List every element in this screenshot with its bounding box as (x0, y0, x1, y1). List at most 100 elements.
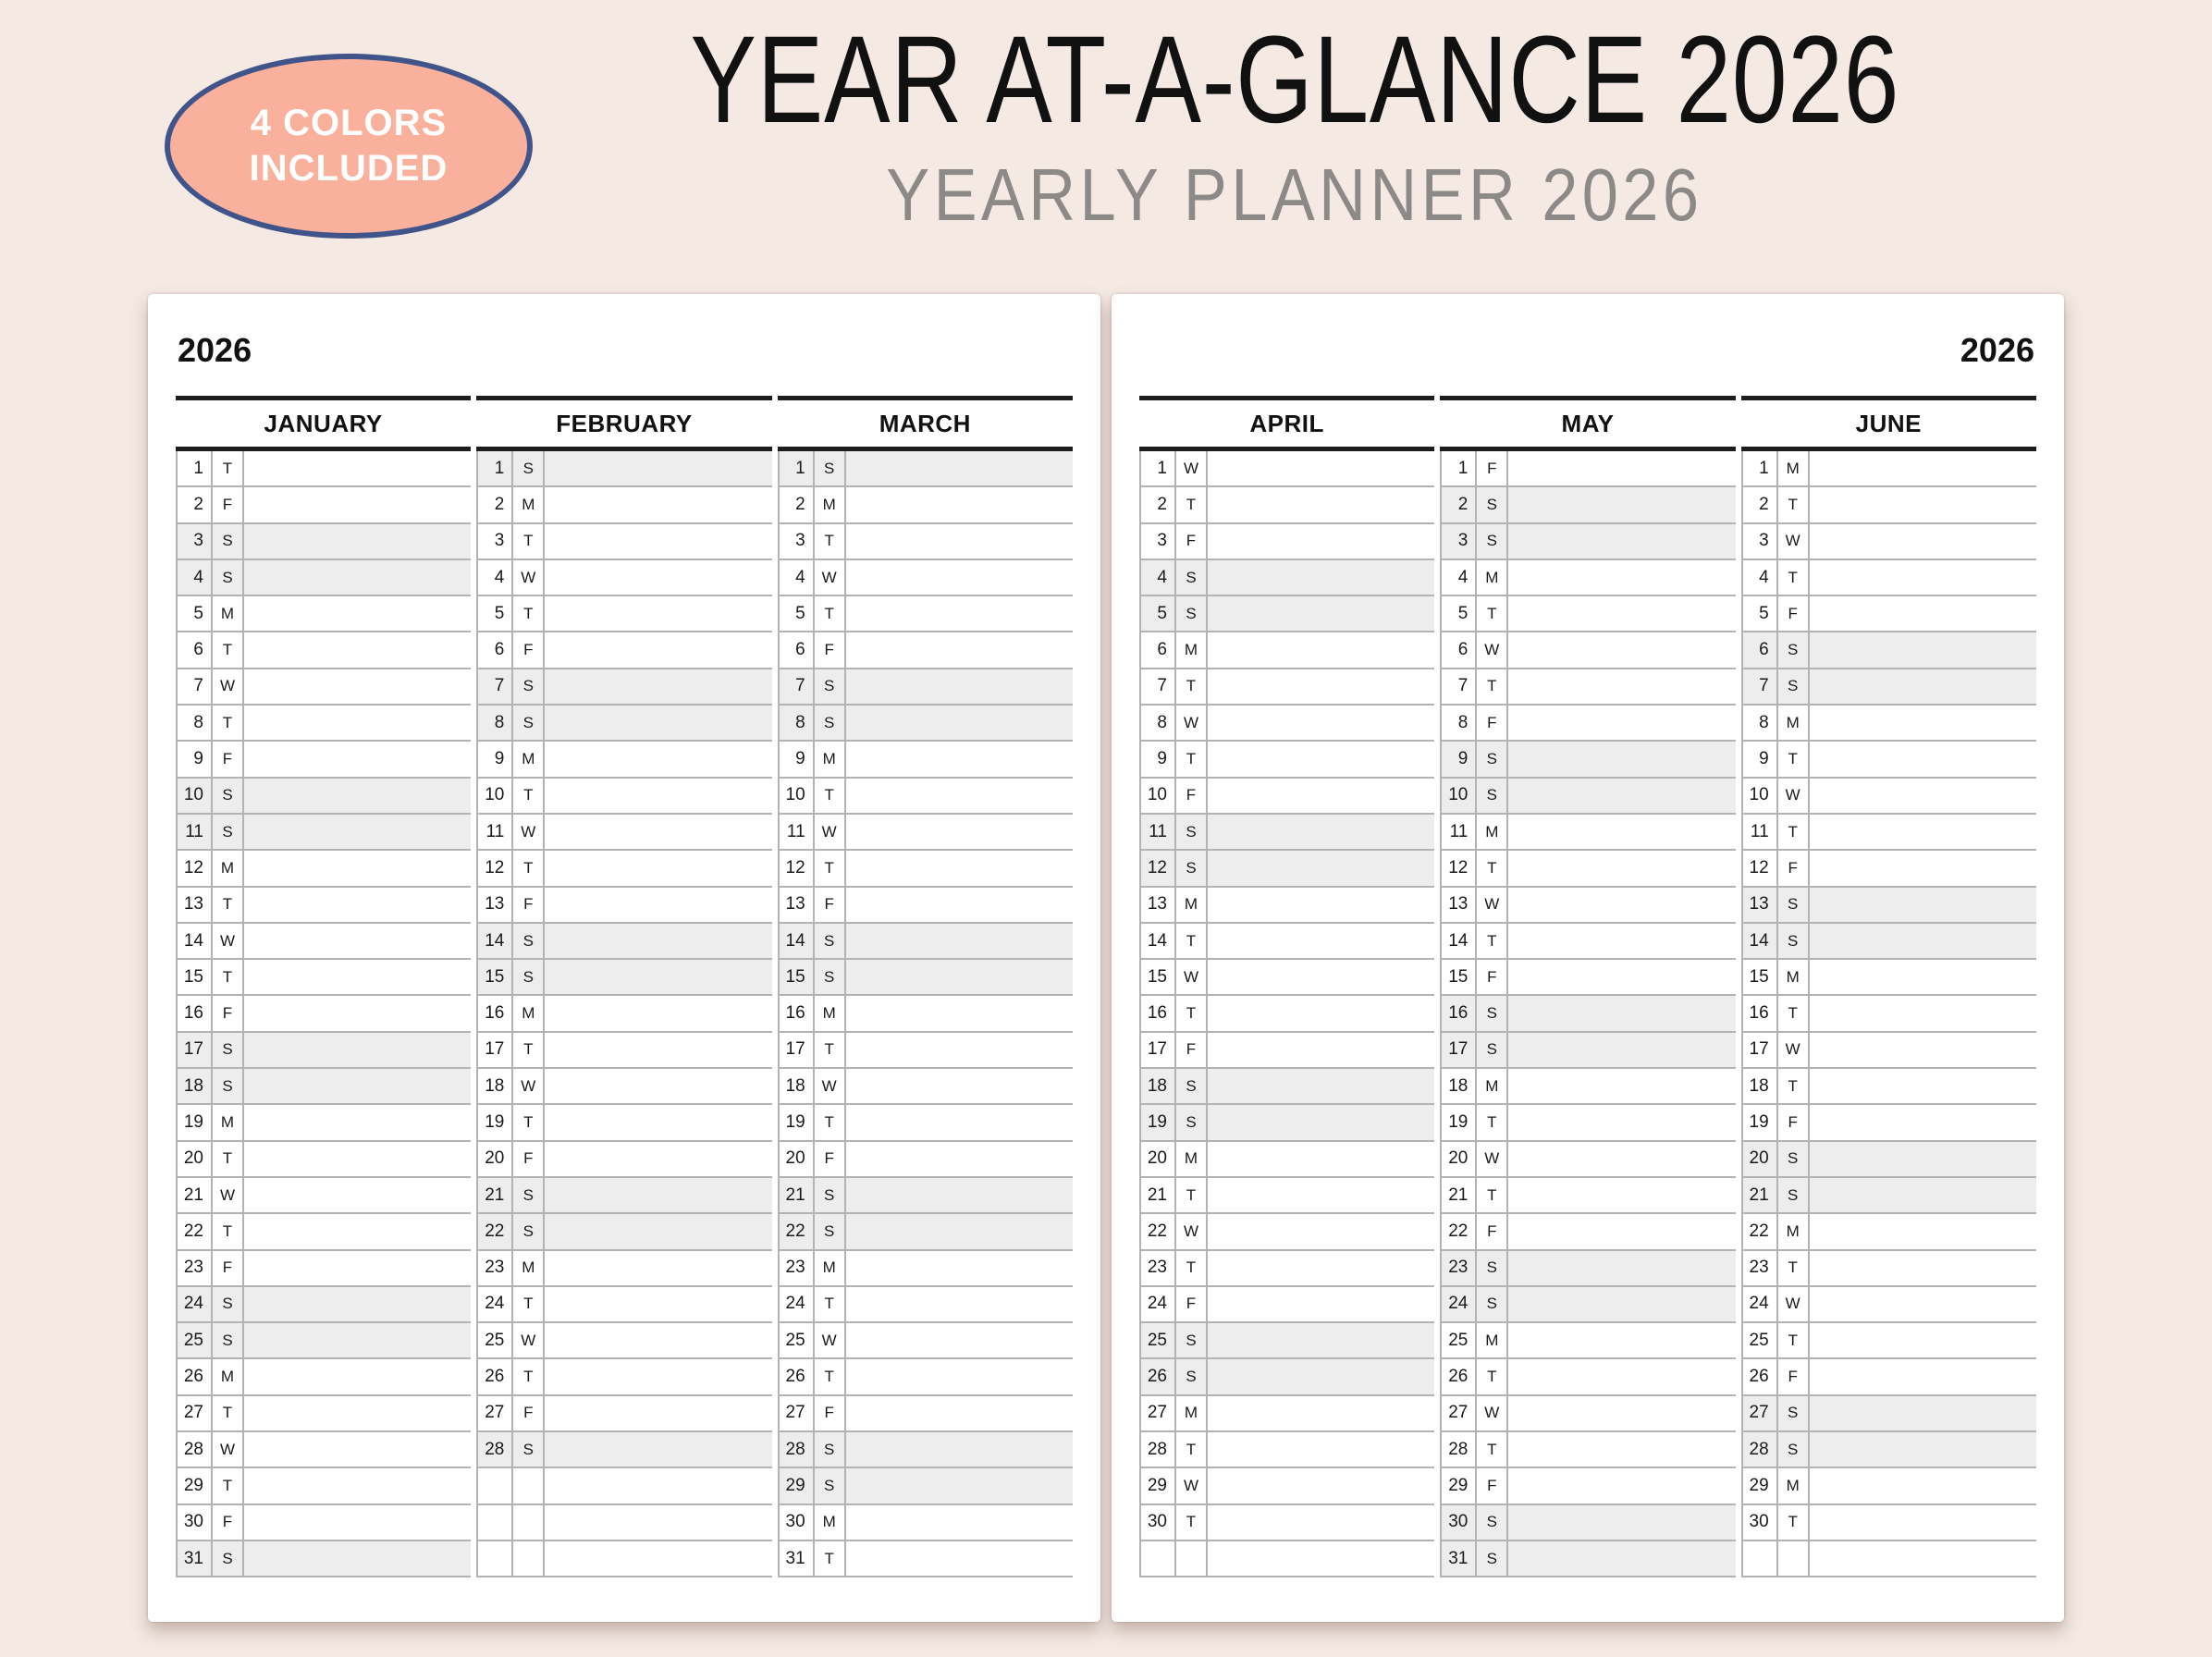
header-titles: YEAR AT-A-GLANCE 2026 YEARLY PLANNER 202… (518, 9, 2071, 238)
day-letter: T (513, 523, 546, 558)
day-number: 2 (178, 487, 213, 522)
day-notes-space (545, 1214, 771, 1248)
day-notes-space (545, 924, 771, 958)
day-notes-space (1810, 1432, 2036, 1467)
day-notes-space (1508, 1214, 1735, 1248)
day-number: 24 (478, 1286, 514, 1322)
day-number: 2 (1141, 487, 1176, 522)
day-notes-space (1208, 669, 1434, 704)
day-row-march-11: 11 W (779, 814, 1073, 852)
day-number: 6 (780, 632, 815, 668)
day-letter: F (513, 632, 546, 668)
day-letter: M (213, 596, 244, 632)
day-letter: S (1778, 1177, 1810, 1213)
page-year: 2026 (1960, 331, 2034, 369)
day-number: 28 (178, 1432, 213, 1467)
day-letter: T (1176, 923, 1208, 959)
day-number: 1 (1743, 451, 1778, 486)
day-letter: S (1477, 1286, 1509, 1322)
day-row-march-29: 29 S (779, 1468, 1073, 1505)
day-row-may-23: 23 S (1442, 1250, 1736, 1287)
day-letter: T (815, 1032, 846, 1068)
day-notes-space (1508, 815, 1735, 849)
day-number: 24 (178, 1286, 213, 1322)
day-row-february-24: 24 T (478, 1286, 772, 1324)
day-letter: T (1477, 1177, 1509, 1213)
day-notes-space (1208, 851, 1434, 885)
day-notes-space (1208, 742, 1434, 776)
day-letter: S (815, 1432, 846, 1467)
day-notes-space (545, 1287, 771, 1321)
day-letter: T (815, 1359, 846, 1394)
day-number: 8 (478, 706, 514, 741)
day-number: 15 (780, 960, 815, 995)
day-notes-space (1508, 1323, 1735, 1357)
day-number: 28 (1743, 1432, 1778, 1467)
day-notes-space (846, 1468, 1073, 1503)
day-number: 31 (178, 1540, 213, 1577)
day-number: 27 (478, 1395, 514, 1431)
day-number: 14 (1141, 923, 1176, 959)
day-letter: S (1477, 778, 1509, 813)
month-column-february: FEBRUARY 1 S 2 M 3 T 4 W 5 T 6 F 7 S 8 S 9 M 10 T 11 W 12 T 13 F 14… (476, 396, 772, 1578)
day-letter: S (1176, 814, 1208, 850)
day-notes-space (244, 1033, 471, 1067)
day-row-february-21: 21 S (478, 1177, 772, 1215)
day-notes-space (1810, 1323, 2036, 1357)
day-number (1141, 1540, 1176, 1577)
day-letter: T (1778, 814, 1810, 850)
day-number: 4 (1442, 559, 1478, 595)
day-row-march-25: 25 W (779, 1323, 1073, 1360)
day-letter: F (1176, 1032, 1208, 1068)
day-number: 25 (178, 1323, 213, 1358)
day-letter (1778, 1540, 1810, 1577)
day-notes-space (244, 1178, 471, 1212)
day-row-june-16: 16 T (1742, 996, 2036, 1033)
day-letter: W (1176, 960, 1208, 995)
day-notes-space (545, 1541, 771, 1576)
day-notes-space (244, 451, 471, 485)
month-column-march: MARCH 1 S 2 M 3 T 4 W 5 T 6 F 7 S 8 S 9 M 10 T 11 W 12 T 13 F 14 S 15… (777, 396, 1073, 1578)
day-row-february-12: 12 T (478, 851, 772, 888)
day-notes-space (1508, 669, 1735, 704)
day-number: 13 (1141, 887, 1176, 922)
day-letter: T (513, 1359, 546, 1394)
day-letter: W (1176, 706, 1208, 741)
day-notes-space (545, 487, 771, 522)
day-notes-space (1508, 1287, 1735, 1321)
day-number: 19 (1141, 1105, 1176, 1140)
day-row-april-13: 13 M (1141, 887, 1435, 924)
day-number: 16 (478, 996, 514, 1031)
day-row-january-22: 22 T (178, 1214, 472, 1251)
day-letter: S (1778, 1141, 1810, 1176)
day-row-march-13: 13 F (779, 887, 1073, 924)
day-row-april-17: 17 F (1141, 1032, 1435, 1070)
day-notes-space (1208, 1505, 1434, 1540)
day-row-may-11: 11 M (1442, 814, 1736, 852)
day-notes-space (846, 1251, 1073, 1285)
day-notes-space (1508, 1069, 1735, 1103)
day-notes-space (1508, 1541, 1735, 1576)
day-notes-space (1810, 815, 2036, 849)
day-row-january-10: 10 S (178, 778, 472, 815)
day-row-february-15: 15 S (478, 960, 772, 997)
day-row-february-11: 11 W (478, 814, 772, 852)
day-notes-space (1810, 1251, 2036, 1285)
day-number: 11 (1141, 814, 1176, 850)
day-number: 4 (478, 559, 514, 595)
day-letter: S (1778, 632, 1810, 668)
day-row-april-21: 21 T (1141, 1177, 1435, 1215)
day-row-april-12: 12 S (1141, 851, 1435, 888)
